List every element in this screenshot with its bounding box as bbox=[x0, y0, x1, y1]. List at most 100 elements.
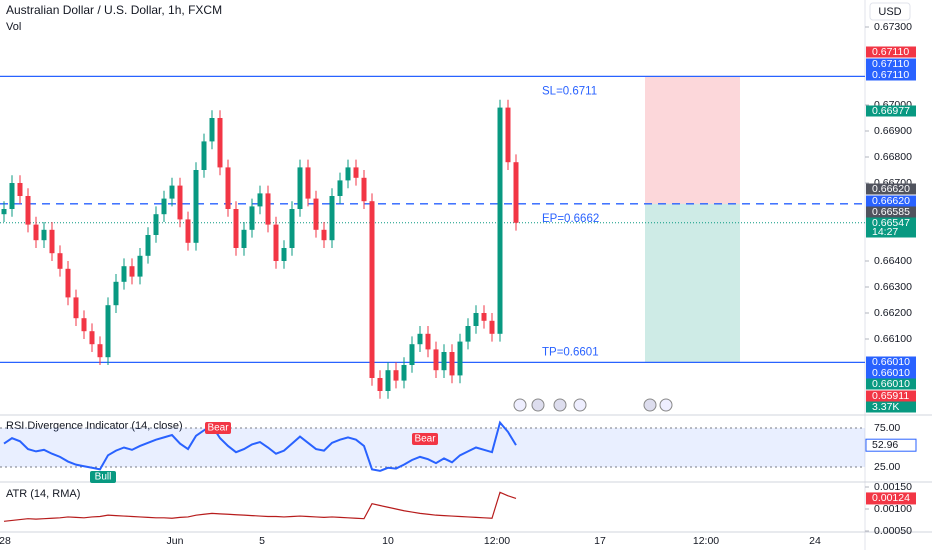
currency-button[interactable] bbox=[869, 2, 911, 21]
candle-body bbox=[105, 305, 111, 358]
candle-body bbox=[225, 167, 231, 209]
candle-body bbox=[265, 193, 271, 225]
price-badge-label: 0.66977 bbox=[872, 105, 910, 117]
level-label: TP=0.6601 bbox=[542, 346, 599, 358]
rsi-tick-label: 25.00 bbox=[874, 461, 900, 473]
candle-body bbox=[457, 341, 463, 376]
y-tick-label: 0.66400 bbox=[874, 255, 912, 267]
candle-body bbox=[201, 141, 207, 170]
candle-body bbox=[97, 344, 103, 358]
price-badge bbox=[866, 183, 916, 195]
price-badge bbox=[866, 378, 916, 390]
news-icon[interactable] bbox=[553, 398, 567, 412]
candle-body bbox=[305, 167, 311, 199]
candle-body bbox=[25, 196, 31, 225]
atr-title: ATR (14, RMA) bbox=[6, 488, 80, 500]
atr-tick-label: 0.00100 bbox=[874, 503, 912, 515]
candle-body bbox=[129, 266, 135, 277]
price-badge-label: 0.67110 bbox=[872, 69, 909, 81]
candle-body bbox=[1, 209, 7, 215]
rsi-line bbox=[3, 420, 517, 472]
candle-body bbox=[377, 378, 383, 391]
price-badge bbox=[866, 58, 916, 70]
y-tick-label: 0.66100 bbox=[874, 333, 912, 345]
signal-text: Bear bbox=[207, 423, 229, 434]
candle-body bbox=[65, 268, 71, 298]
candle-body bbox=[417, 333, 423, 345]
x-tick-label: 28 bbox=[0, 535, 11, 547]
volume-label: Vol bbox=[6, 21, 21, 33]
price-badge bbox=[866, 217, 916, 229]
y-tick-label: 0.66200 bbox=[874, 307, 912, 319]
rsi-title: RSI Divergence Indicator (14, close) bbox=[6, 420, 183, 432]
signal-text: Bear bbox=[414, 434, 436, 445]
candle-body bbox=[329, 196, 335, 241]
news-icon[interactable] bbox=[643, 398, 657, 412]
price-badge bbox=[866, 367, 916, 379]
y-tick-label: 0.66300 bbox=[874, 281, 912, 293]
price-badge-label: 0.66010 bbox=[872, 378, 910, 390]
candle-body bbox=[289, 209, 295, 248]
atr-line bbox=[3, 491, 517, 522]
price-badge-label: 0.67110 bbox=[872, 46, 909, 58]
candle-body bbox=[321, 229, 327, 241]
candle-body bbox=[481, 313, 487, 321]
news-icon[interactable] bbox=[659, 398, 673, 412]
news-icons bbox=[513, 398, 673, 412]
candle-body bbox=[169, 185, 175, 199]
rsi-tick-label: 75.00 bbox=[874, 422, 900, 434]
candle-body bbox=[217, 118, 223, 168]
stop-zone bbox=[645, 76, 740, 204]
price-badge-label: 14:27 bbox=[872, 226, 898, 238]
signal-tag bbox=[90, 471, 116, 483]
candle-body bbox=[505, 107, 511, 163]
price-badge bbox=[866, 46, 916, 58]
target-zone bbox=[645, 203, 740, 363]
candle-body bbox=[145, 235, 151, 256]
signal-tag bbox=[205, 422, 231, 434]
candle-body bbox=[249, 206, 255, 230]
candle-body bbox=[401, 365, 407, 381]
candle-body bbox=[257, 193, 263, 207]
candle-body bbox=[153, 214, 159, 235]
candle-body bbox=[449, 352, 455, 376]
candle-body bbox=[281, 248, 287, 261]
price-badge-label: 0.66620 bbox=[872, 183, 910, 195]
candle-body bbox=[297, 167, 303, 209]
rsi-badge bbox=[865, 438, 917, 452]
candle-body bbox=[489, 320, 495, 334]
candle-body bbox=[441, 352, 447, 371]
news-icon[interactable] bbox=[513, 398, 527, 412]
news-icon[interactable] bbox=[573, 398, 587, 412]
level-label: SL=0.6711 bbox=[542, 85, 597, 97]
level-label: EP=0.6662 bbox=[542, 213, 599, 225]
price-badge bbox=[866, 69, 916, 81]
price-badge bbox=[866, 226, 916, 238]
candle-body bbox=[193, 170, 199, 243]
x-tick-label: 12:00 bbox=[484, 535, 510, 547]
price-badge-label: 0.66620 bbox=[872, 195, 910, 207]
price-badge-label: 0.66547 bbox=[872, 217, 910, 229]
news-icon[interactable] bbox=[531, 398, 545, 412]
rsi-badge-label: 52.96 bbox=[872, 439, 898, 451]
candle-body bbox=[345, 167, 351, 181]
atr-tick-label: 0.00050 bbox=[874, 525, 912, 537]
candle-body bbox=[49, 229, 55, 254]
candle-body bbox=[33, 224, 39, 241]
currency[interactable]: USD bbox=[878, 6, 901, 18]
price-badge bbox=[866, 356, 916, 368]
price-badge-label: 0.66010 bbox=[872, 367, 910, 379]
price-badge bbox=[866, 401, 916, 413]
candle-body bbox=[185, 219, 191, 243]
candle-body bbox=[393, 370, 399, 381]
candle-body bbox=[433, 349, 439, 371]
candle-body bbox=[473, 313, 479, 326]
x-tick-label: 5 bbox=[259, 535, 265, 547]
candle-body bbox=[17, 183, 23, 196]
x-tick-label: 17 bbox=[594, 535, 606, 547]
y-tick-label: 0.66800 bbox=[874, 151, 912, 163]
candle-body bbox=[337, 180, 343, 196]
candle-body bbox=[385, 370, 391, 391]
candle-body bbox=[513, 162, 519, 223]
